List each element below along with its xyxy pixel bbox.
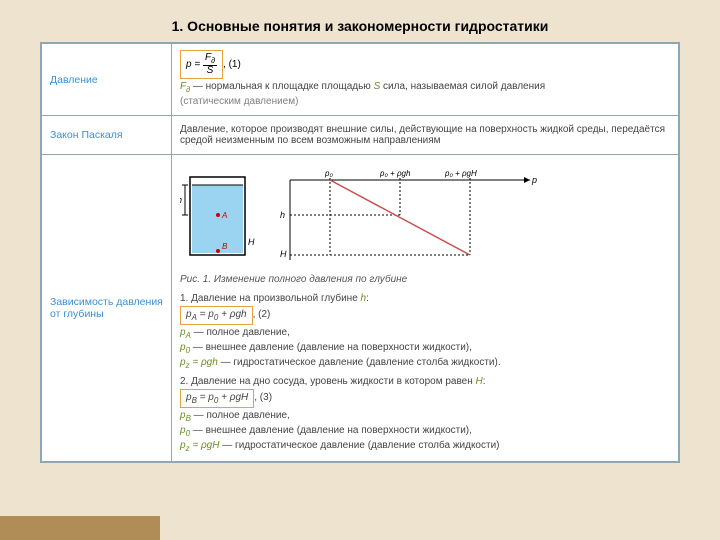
svg-text:H: H <box>248 237 255 247</box>
svg-text:p₀: p₀ <box>324 169 333 178</box>
svg-text:h: h <box>280 210 285 220</box>
formula-1: p = F∂ S <box>180 50 223 79</box>
svg-text:H: H <box>280 249 287 259</box>
pressure-diagram: h A B H <box>180 165 540 265</box>
row-label-depth: Зависимость давления от глубины <box>42 155 172 462</box>
figure-1: h A B H <box>180 165 670 268</box>
row-content-pascal: Давление, которое производят внешние сил… <box>172 116 679 155</box>
formula-2: pA = p0 + ρgh <box>180 306 253 325</box>
table-row: Закон Паскаля Давление, которое производ… <box>42 116 679 155</box>
svg-text:p₀ + ρgH: p₀ + ρgH <box>444 169 477 178</box>
svg-text:h: h <box>180 195 182 205</box>
formula-3: pB = p0 + ρgH <box>180 389 254 408</box>
svg-text:A: A <box>221 211 227 220</box>
svg-text:B: B <box>222 242 228 251</box>
svg-text:p: p <box>531 175 537 185</box>
row-content-depth: h A B H <box>172 155 679 462</box>
row-label-pascal: Закон Паскаля <box>42 116 172 155</box>
table-row: Зависимость давления от глубины h A <box>42 155 679 462</box>
footer-accent <box>0 516 160 540</box>
table-row: Давление p = F∂ S , (1) F∂ — нормальная … <box>42 44 679 116</box>
figure-caption: Рис. 1. Изменение полного давления по гл… <box>180 274 670 285</box>
row-content-pressure: p = F∂ S , (1) F∂ — нормальная к площадк… <box>172 44 679 116</box>
svg-text:p₀ + ρgh: p₀ + ρgh <box>379 169 411 178</box>
row-label-pressure: Давление <box>42 44 172 116</box>
page-title: 1. Основные понятия и закономерности гид… <box>0 0 720 42</box>
content-table: Давление p = F∂ S , (1) F∂ — нормальная … <box>40 42 680 463</box>
